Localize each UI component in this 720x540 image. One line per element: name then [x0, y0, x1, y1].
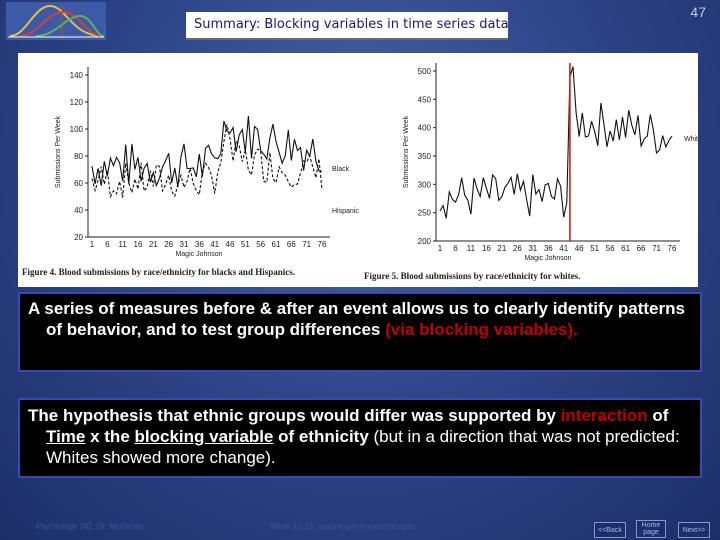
y-tick-label: 200 — [418, 237, 432, 246]
y-tick-label: 120 — [70, 98, 84, 107]
figure4-caption: Figure 4. Blood submissions by race/ethn… — [22, 267, 295, 277]
x-tick-label: 16 — [482, 244, 491, 253]
x-axis-label: Magic Johnson — [524, 255, 571, 262]
box2-of-ethnicity: of ethnicity — [273, 427, 369, 446]
x-tick-label: 31 — [180, 240, 189, 249]
text-box-1: A series of measures before & after an e… — [18, 292, 702, 372]
box1-text: A series of measures before & after an e… — [28, 299, 685, 339]
x-tick-label: 71 — [652, 244, 661, 253]
y-tick-label: 80 — [74, 152, 83, 161]
x-axis-label: Magic Johnson — [175, 251, 222, 258]
x-tick-label: 76 — [668, 244, 677, 253]
x-tick-label: 71 — [302, 240, 311, 249]
x-tick-label: 61 — [621, 244, 630, 253]
x-tick-label: 66 — [287, 240, 296, 249]
x-tick-label: 61 — [272, 240, 281, 249]
box2-blocking: blocking variable — [134, 427, 274, 446]
x-tick-label: 21 — [149, 240, 158, 249]
x-tick-label: 11 — [119, 240, 128, 249]
x-tick-label: 31 — [528, 244, 537, 253]
footer-course: Psychology 242, Dr. McKirnan — [36, 522, 144, 531]
x-tick-label: 46 — [575, 244, 584, 253]
x-tick-label: 66 — [637, 244, 646, 253]
x-tick-label: 41 — [210, 240, 219, 249]
y-tick-label: 400 — [418, 124, 432, 133]
box2-time: Time — [46, 427, 86, 446]
box2-text: The hypothesis that ethnic groups would … — [28, 406, 561, 425]
box2-x-the: x the — [85, 427, 135, 446]
y-tick-label: 60 — [74, 179, 83, 188]
x-tick-label: 51 — [241, 240, 250, 249]
y-tick-label: 300 — [418, 180, 432, 189]
y-tick-label: 40 — [74, 206, 83, 215]
series-hispanic — [91, 124, 323, 199]
x-tick-label: 76 — [318, 240, 327, 249]
x-tick-label: 36 — [544, 244, 553, 253]
y-tick-label: 100 — [70, 125, 84, 134]
y-tick-label: 500 — [418, 67, 432, 76]
x-tick-label: 6 — [453, 244, 458, 253]
x-tick-label: 41 — [559, 244, 568, 253]
page-title: Summary: Blocking variables in time seri… — [194, 17, 509, 32]
y-tick-label: 250 — [418, 209, 432, 218]
figure5-caption: Figure 5. Blood submissions by race/ethn… — [364, 271, 581, 281]
box2-tail: (but in a direction that was not predict… — [46, 427, 680, 467]
course-logo — [6, 2, 106, 40]
figure-panel: 140 120 100 80 60 40 20 1 6 11 16 21 26 31 36 41 46 51 56 6… — [18, 53, 698, 287]
y-axis-label: Submissions Per Week — [55, 115, 62, 188]
y-tick-label: 20 — [74, 233, 83, 242]
x-tick-label: 26 — [164, 240, 173, 249]
y-tick-label: 450 — [418, 95, 432, 104]
x-tick-label: 6 — [105, 240, 110, 249]
legend-black: Black — [332, 166, 350, 173]
y-tick-label: 350 — [418, 152, 432, 161]
next-button[interactable]: Next>> — [678, 522, 710, 538]
footer-week: Week 12-13, quasi-experimental designs. — [270, 522, 418, 531]
title-bar: Summary: Blocking variables in time seri… — [186, 12, 509, 40]
box2-interaction: interaction — [560, 406, 648, 425]
slide-number: 47 — [690, 4, 706, 20]
x-tick-label: 46 — [226, 240, 235, 249]
series-white — [439, 66, 673, 219]
x-tick-label: 26 — [513, 244, 522, 253]
x-tick-label: 56 — [256, 240, 265, 249]
x-tick-label: 51 — [590, 244, 599, 253]
x-tick-label: 11 — [467, 244, 476, 253]
x-tick-label: 1 — [90, 240, 95, 249]
legend-hispanic: Hispanic — [332, 208, 359, 215]
y-axis-label: Submissions Per Week — [403, 115, 410, 188]
x-tick-label: 36 — [195, 240, 204, 249]
legend-white: White — [684, 136, 698, 143]
x-tick-label: 56 — [606, 244, 615, 253]
x-tick-label: 1 — [438, 244, 443, 253]
y-tick-label: 140 — [70, 71, 84, 80]
text-box-2: The hypothesis that ethnic groups would … — [18, 398, 702, 478]
back-button[interactable]: <<Back — [594, 522, 626, 538]
x-tick-label: 21 — [497, 244, 506, 253]
box1-highlight: (via blocking variables). — [385, 320, 578, 339]
x-tick-label: 16 — [134, 240, 143, 249]
box2-of: of — [647, 406, 669, 425]
home-button[interactable]: Home page — [636, 520, 666, 538]
series-black — [91, 116, 323, 188]
